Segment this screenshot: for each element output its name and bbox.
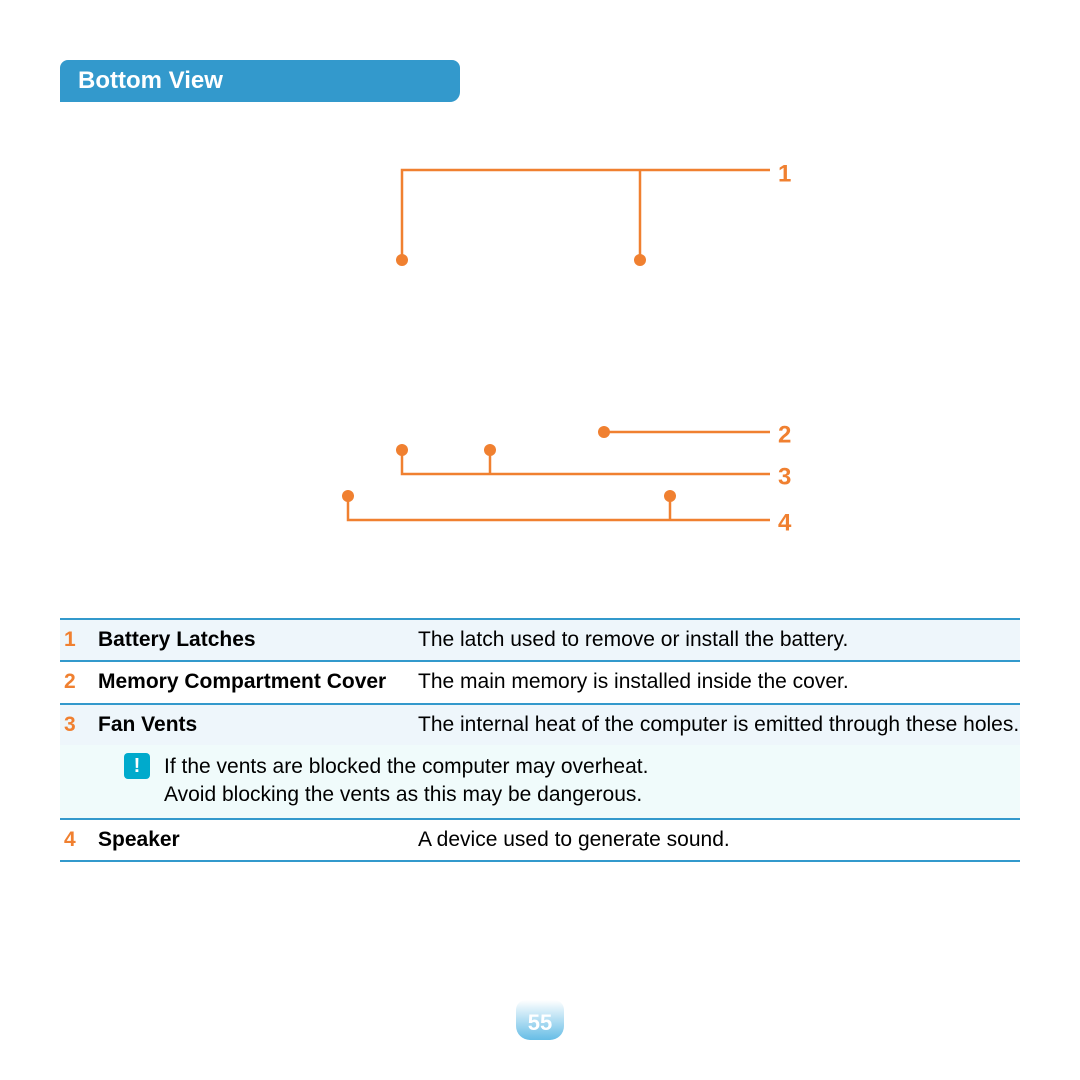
row-label: Battery Latches	[98, 626, 418, 654]
svg-text:3: 3	[778, 463, 791, 490]
svg-text:4: 4	[778, 509, 792, 536]
row-desc: The latch used to remove or install the …	[418, 626, 1020, 654]
table-row: 2Memory Compartment CoverThe main memory…	[60, 660, 1020, 702]
section-title: Bottom View	[78, 67, 223, 95]
row-desc: A device used to generate sound.	[418, 826, 1020, 854]
row-number: 2	[60, 668, 98, 696]
svg-text:1: 1	[778, 160, 791, 187]
row-number: 3	[60, 711, 98, 739]
page-number: 55	[528, 1010, 552, 1036]
warning-row: ! If the vents are blocked the computer m…	[60, 745, 1020, 818]
table-row: 4SpeakerA device used to generate sound.	[60, 818, 1020, 862]
warning-icon: !	[124, 753, 150, 779]
row-label: Fan Vents	[98, 711, 418, 739]
row-desc: The internal heat of the computer is emi…	[418, 711, 1020, 739]
row-desc: The main memory is installed inside the …	[418, 668, 1020, 696]
section-header: Bottom View	[60, 60, 460, 102]
svg-text:2: 2	[778, 421, 791, 448]
parts-table: 1Battery LatchesThe latch used to remove…	[60, 618, 1020, 862]
table-row: 3Fan VentsThe internal heat of the compu…	[60, 703, 1020, 745]
row-label: Memory Compartment Cover	[98, 668, 418, 696]
warning-text: If the vents are blocked the computer ma…	[164, 753, 1020, 810]
row-label: Speaker	[98, 826, 418, 854]
row-number: 4	[60, 826, 98, 854]
table-row: 1Battery LatchesThe latch used to remove…	[60, 618, 1020, 660]
page-number-badge: 55	[516, 1000, 564, 1040]
row-number: 1	[60, 626, 98, 654]
callout-diagram: 1 2 3 4	[0, 0, 1080, 1080]
